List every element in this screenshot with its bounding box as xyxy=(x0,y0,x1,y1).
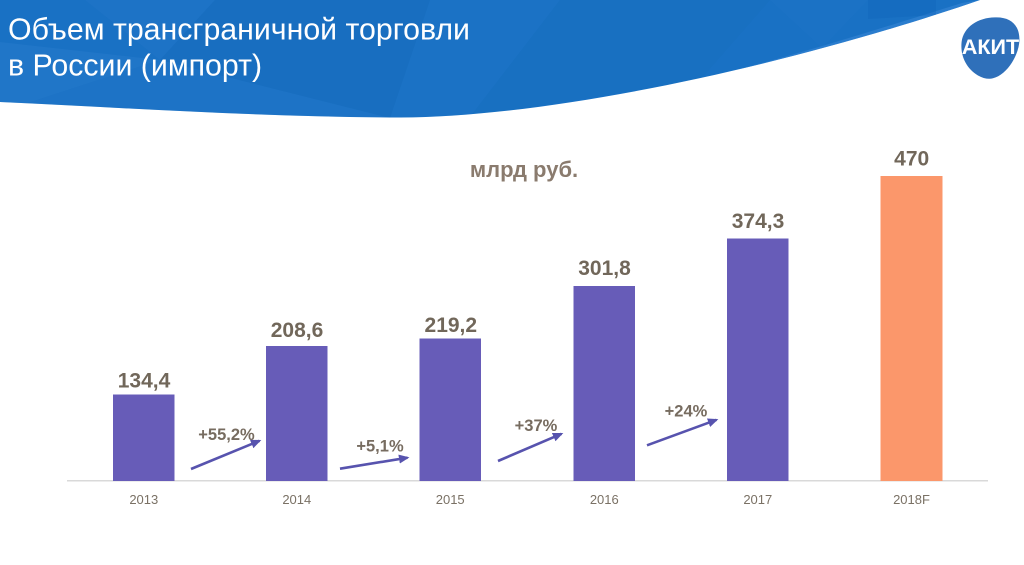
svg-text:2015: 2015 xyxy=(436,492,465,507)
svg-text:+37%: +37% xyxy=(515,417,558,435)
svg-text:374,3: 374,3 xyxy=(732,210,785,233)
svg-text:2014: 2014 xyxy=(282,492,311,507)
svg-text:470: 470 xyxy=(894,147,929,170)
svg-text:+24%: +24% xyxy=(665,403,708,421)
svg-text:134,4: 134,4 xyxy=(118,369,171,392)
svg-text:208,6: 208,6 xyxy=(271,319,324,342)
svg-text:301,8: 301,8 xyxy=(578,257,631,280)
svg-text:Объем трансграничной торговли: Объем трансграничной торговли xyxy=(8,13,470,46)
svg-text:2016: 2016 xyxy=(590,492,619,507)
svg-text:АКИТ: АКИТ xyxy=(962,35,1019,59)
svg-text:2017: 2017 xyxy=(743,492,772,507)
svg-text:+5,1%: +5,1% xyxy=(356,438,404,456)
svg-text:+55,2%: +55,2% xyxy=(198,426,255,444)
svg-text:2018F: 2018F xyxy=(893,492,930,507)
svg-text:219,2: 219,2 xyxy=(425,314,478,337)
svg-text:млрд руб.: млрд руб. xyxy=(470,157,578,182)
svg-text:2013: 2013 xyxy=(129,492,158,507)
svg-text:в России (импорт): в России (импорт) xyxy=(8,50,262,83)
